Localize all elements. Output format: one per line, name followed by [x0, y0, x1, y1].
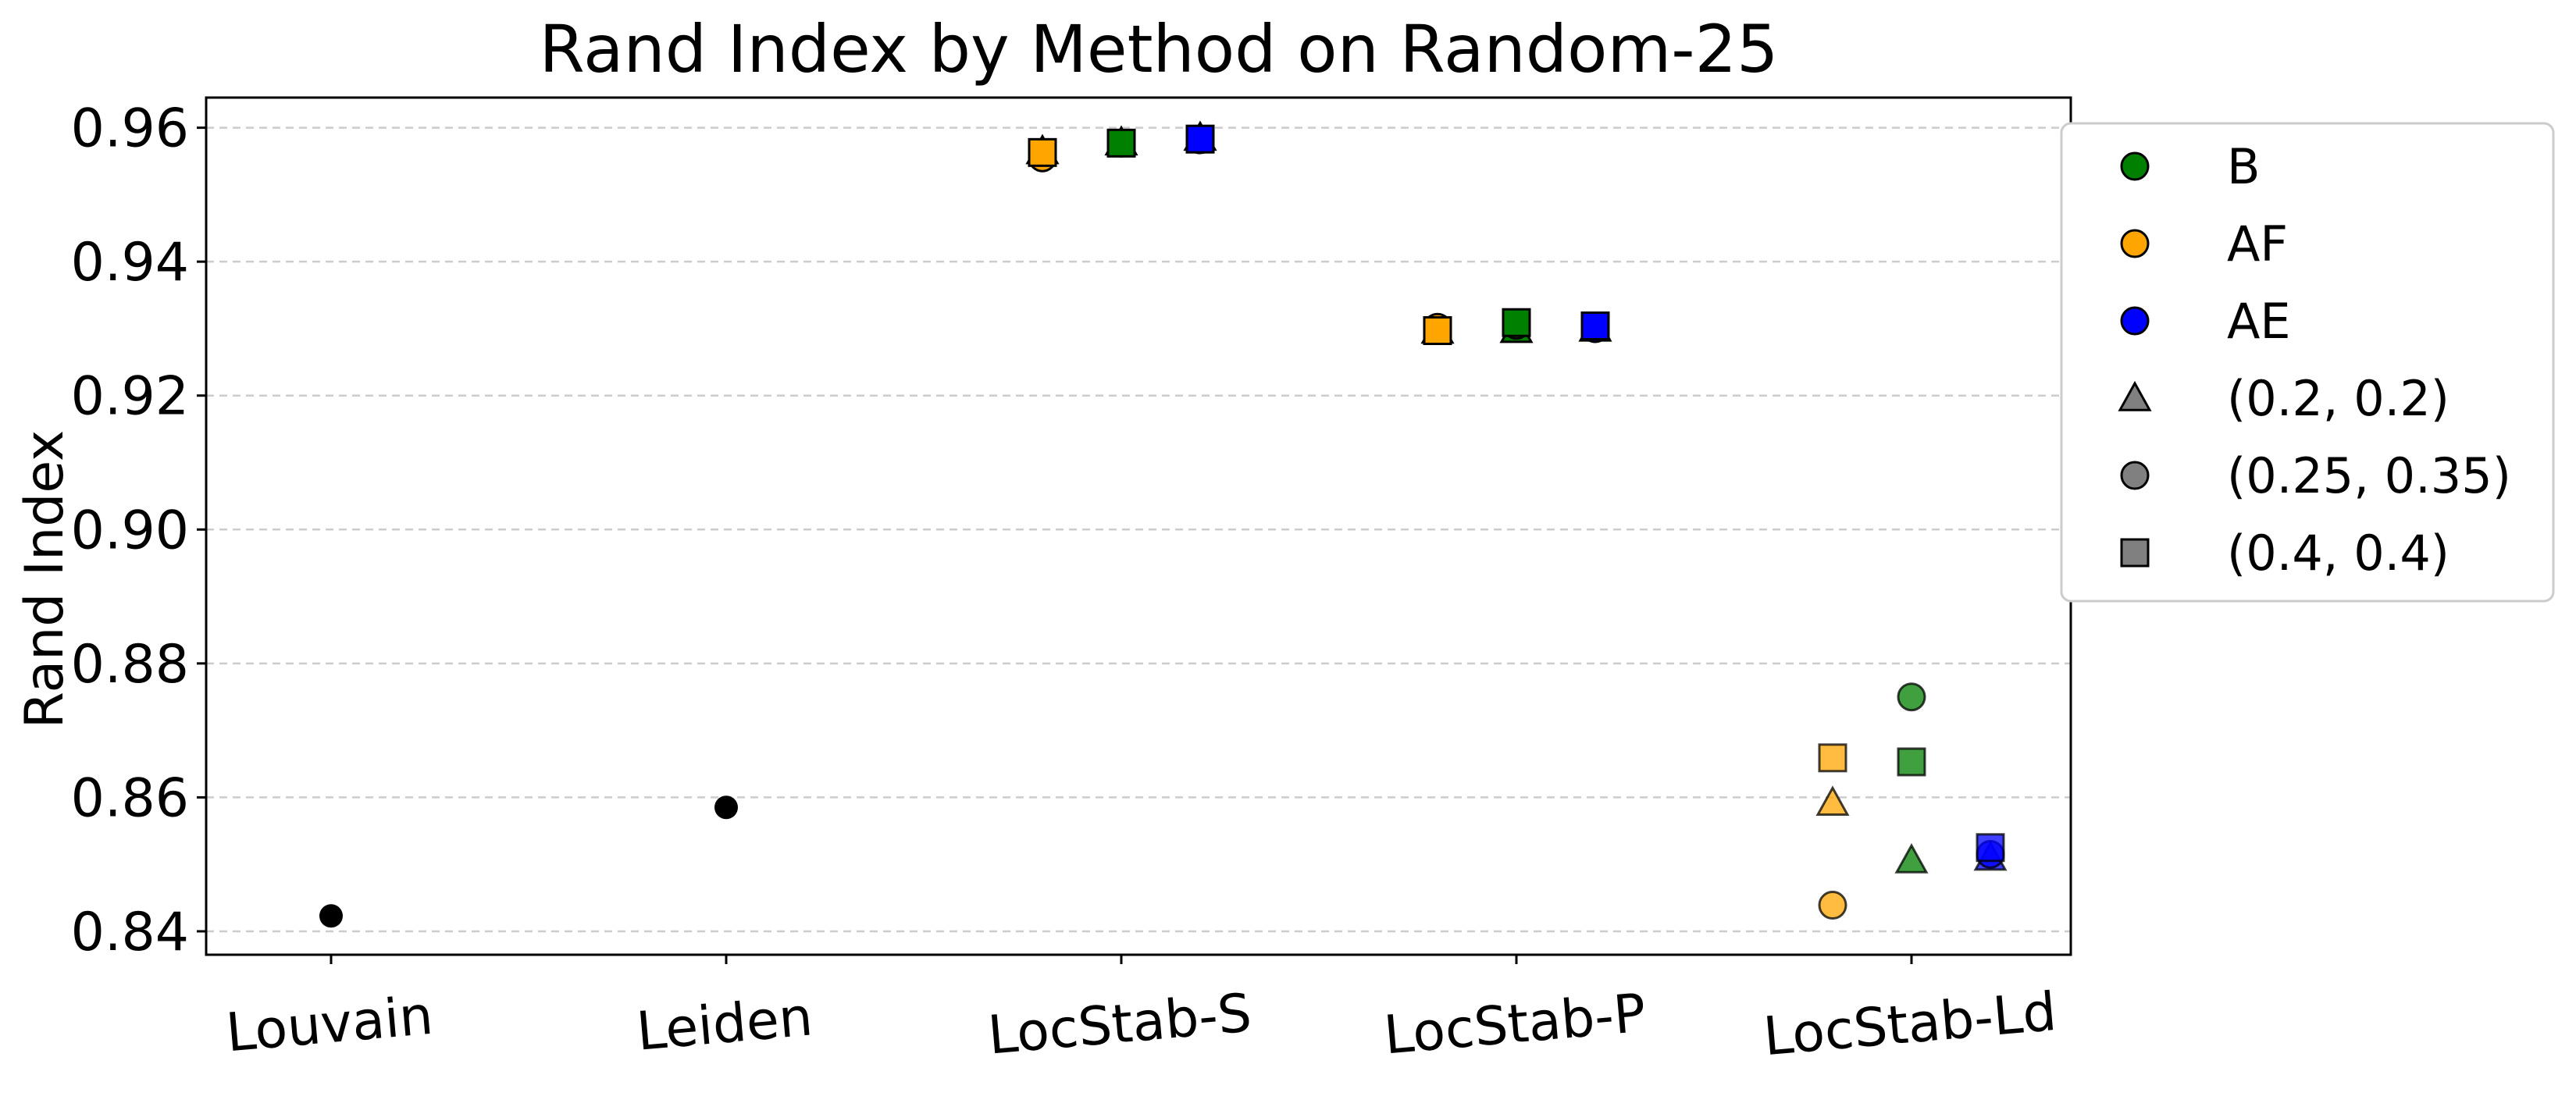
y-tick-label: 0.88	[71, 634, 189, 696]
data-point	[1897, 682, 1926, 712]
plot-frame	[205, 96, 2072, 956]
data-point	[1502, 308, 1531, 337]
data-point	[1815, 785, 1850, 816]
legend-marker	[2120, 229, 2150, 258]
data-points	[319, 120, 2008, 928]
legend-marker	[2118, 380, 2152, 411]
data-point	[1897, 747, 1926, 777]
chart-title: Rand Index by Method on Random-25	[540, 11, 1779, 87]
y-tick-label: 0.90	[71, 500, 189, 561]
legend-label: (0.4, 0.4)	[2227, 525, 2450, 582]
data-point	[1185, 124, 1215, 154]
x-tick-label: LocStab-S	[985, 983, 1254, 1067]
x-axis-ticks: Louvain Leiden LocStab-S LocStab-P LocStab-L…	[223, 955, 2059, 1068]
y-tick-label: 0.92	[71, 366, 189, 428]
x-tick-label: Leiden	[634, 986, 815, 1062]
legend-label: AF	[2227, 215, 2288, 272]
y-tick-label: 0.86	[71, 767, 189, 829]
x-tick-label: LocStab-P	[1381, 983, 1648, 1067]
legend-frame	[2060, 122, 2555, 603]
gridlines	[206, 126, 2071, 933]
data-point	[1423, 316, 1452, 346]
legend-marker	[2120, 538, 2150, 568]
data-point	[1894, 842, 1929, 874]
data-point	[1106, 128, 1136, 158]
baseline-point	[319, 904, 343, 928]
legend-label: B	[2227, 138, 2261, 195]
y-axis-ticks: 0.84 0.86 0.88 0.90 0.92 0.94 0.96	[71, 98, 206, 963]
legend-marker	[2120, 461, 2150, 490]
legend: B AF AE (0.2, 0.2) (0.25, 0.35) (0.4, 0.4)	[2060, 122, 2555, 603]
data-point	[1976, 833, 2005, 863]
data-point	[1818, 891, 1847, 920]
legend-marker	[2120, 151, 2150, 181]
legend-label: (0.2, 0.2)	[2227, 370, 2450, 427]
data-point	[1028, 137, 1057, 167]
legend-marker	[2120, 306, 2150, 336]
data-point	[1818, 743, 1847, 773]
y-axis-label: Rand Index	[14, 430, 76, 729]
data-point	[1580, 311, 1610, 341]
baseline-point	[714, 795, 738, 820]
y-tick-label: 0.94	[71, 232, 189, 294]
y-tick-label: 0.84	[71, 902, 189, 963]
legend-label: AE	[2227, 293, 2291, 350]
x-tick-label: Louvain	[223, 985, 435, 1065]
x-tick-label: LocStab-Ld	[1761, 981, 2058, 1068]
legend-label: (0.25, 0.35)	[2227, 447, 2511, 504]
y-tick-label: 0.96	[71, 98, 189, 160]
